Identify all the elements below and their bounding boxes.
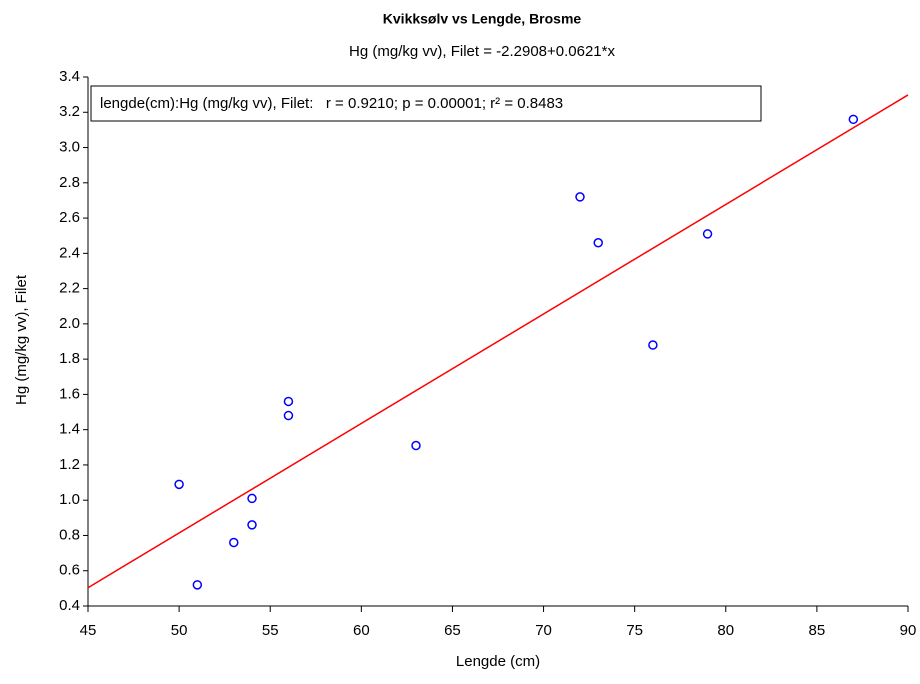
annotation-box	[90, 85, 762, 122]
point	[283, 410, 294, 421]
y-tick-label: 1.2	[59, 456, 80, 473]
y-tick-label: 2.4	[59, 244, 80, 261]
y-tick-label: 1.0	[59, 491, 80, 508]
y-tick-label: 2.2	[59, 280, 80, 297]
y-tick-label: 1.8	[59, 350, 80, 367]
x-tick-label: 85	[809, 622, 826, 639]
x-tick-label: 80	[717, 622, 734, 639]
point	[247, 493, 257, 504]
x-axis-label: Lengde (cm)	[456, 653, 540, 670]
y-tick-label: 2.6	[59, 209, 80, 226]
point	[229, 537, 239, 548]
y-tick-label: 0.8	[59, 526, 80, 543]
point	[848, 114, 859, 125]
x-tick-label: 75	[626, 622, 643, 639]
y-tick-label: 3.0	[59, 139, 80, 156]
point	[247, 520, 257, 530]
x-tick-label: 65	[444, 622, 461, 639]
y-tick-label: 3.2	[59, 103, 80, 120]
point	[411, 440, 421, 451]
y-tick-label: 2.0	[59, 315, 80, 332]
y-tick-label: 0.6	[59, 562, 80, 579]
point	[648, 340, 658, 350]
y-tick-label: 3.4	[59, 68, 80, 85]
point	[174, 479, 184, 490]
x-tick-label: 60	[353, 622, 370, 639]
y-tick-label: 1.6	[59, 385, 80, 402]
x-tick-label: 55	[262, 622, 279, 639]
point	[192, 580, 203, 590]
chart-subtitle: Hg (mg/kg vv), Filet = -2.2908+0.0621*x	[349, 43, 615, 60]
y-tick-label: 0.4	[59, 597, 80, 614]
point	[593, 238, 603, 248]
x-tick-label: 90	[900, 622, 917, 639]
x-tick-label: 50	[171, 622, 188, 639]
y-tick-label: 1.4	[59, 421, 80, 438]
x-tick-label: 45	[80, 622, 97, 639]
x-tick-label: 70	[535, 622, 552, 639]
y-tick-label: 2.8	[59, 174, 80, 191]
chart-title: Kvikksølv vs Lengde, Brosme	[383, 11, 582, 27]
y-axis-label: Hg (mg/kg vv), Filet	[13, 274, 30, 405]
point	[283, 396, 294, 407]
point	[575, 192, 585, 202]
annotation: lengde(cm):Hg (mg/kg vv), Filet: r = 0.9…	[100, 95, 563, 112]
regression-line	[87, 94, 909, 589]
point	[702, 229, 713, 239]
